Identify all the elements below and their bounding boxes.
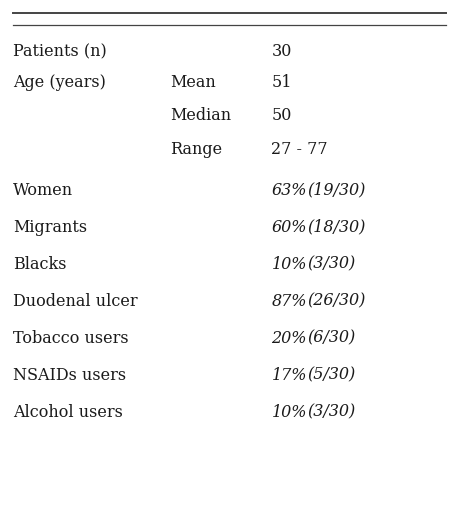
Text: 20%: 20% (271, 329, 306, 347)
Text: (6/30): (6/30) (306, 329, 354, 347)
Text: (5/30): (5/30) (306, 366, 354, 384)
Text: Migrants: Migrants (13, 218, 87, 236)
Text: 60%: 60% (271, 218, 306, 236)
Text: (3/30): (3/30) (306, 403, 354, 421)
Text: Median: Median (170, 107, 231, 124)
Text: 51: 51 (271, 74, 291, 91)
Text: 63%: 63% (271, 181, 306, 199)
Text: Range: Range (170, 140, 222, 158)
Text: (19/30): (19/30) (306, 181, 364, 199)
Text: Duodenal ulcer: Duodenal ulcer (13, 292, 137, 310)
Text: (3/30): (3/30) (306, 255, 354, 273)
Text: 50: 50 (271, 107, 291, 124)
Text: Women: Women (13, 181, 73, 199)
Text: Mean: Mean (170, 74, 215, 91)
Text: 10%: 10% (271, 403, 306, 421)
Text: 10%: 10% (271, 255, 306, 273)
Text: Patients (n): Patients (n) (13, 43, 106, 60)
Text: Tobacco users: Tobacco users (13, 329, 128, 347)
Text: NSAIDs users: NSAIDs users (13, 366, 126, 384)
Text: 87%: 87% (271, 292, 306, 310)
Text: 17%: 17% (271, 366, 306, 384)
Text: Blacks: Blacks (13, 255, 66, 273)
Text: 27 - 77: 27 - 77 (271, 140, 327, 158)
Text: (18/30): (18/30) (306, 218, 364, 236)
Text: Alcohol users: Alcohol users (13, 403, 123, 421)
Text: Age (years): Age (years) (13, 74, 106, 91)
Text: (26/30): (26/30) (306, 292, 364, 310)
Text: 30: 30 (271, 43, 291, 60)
